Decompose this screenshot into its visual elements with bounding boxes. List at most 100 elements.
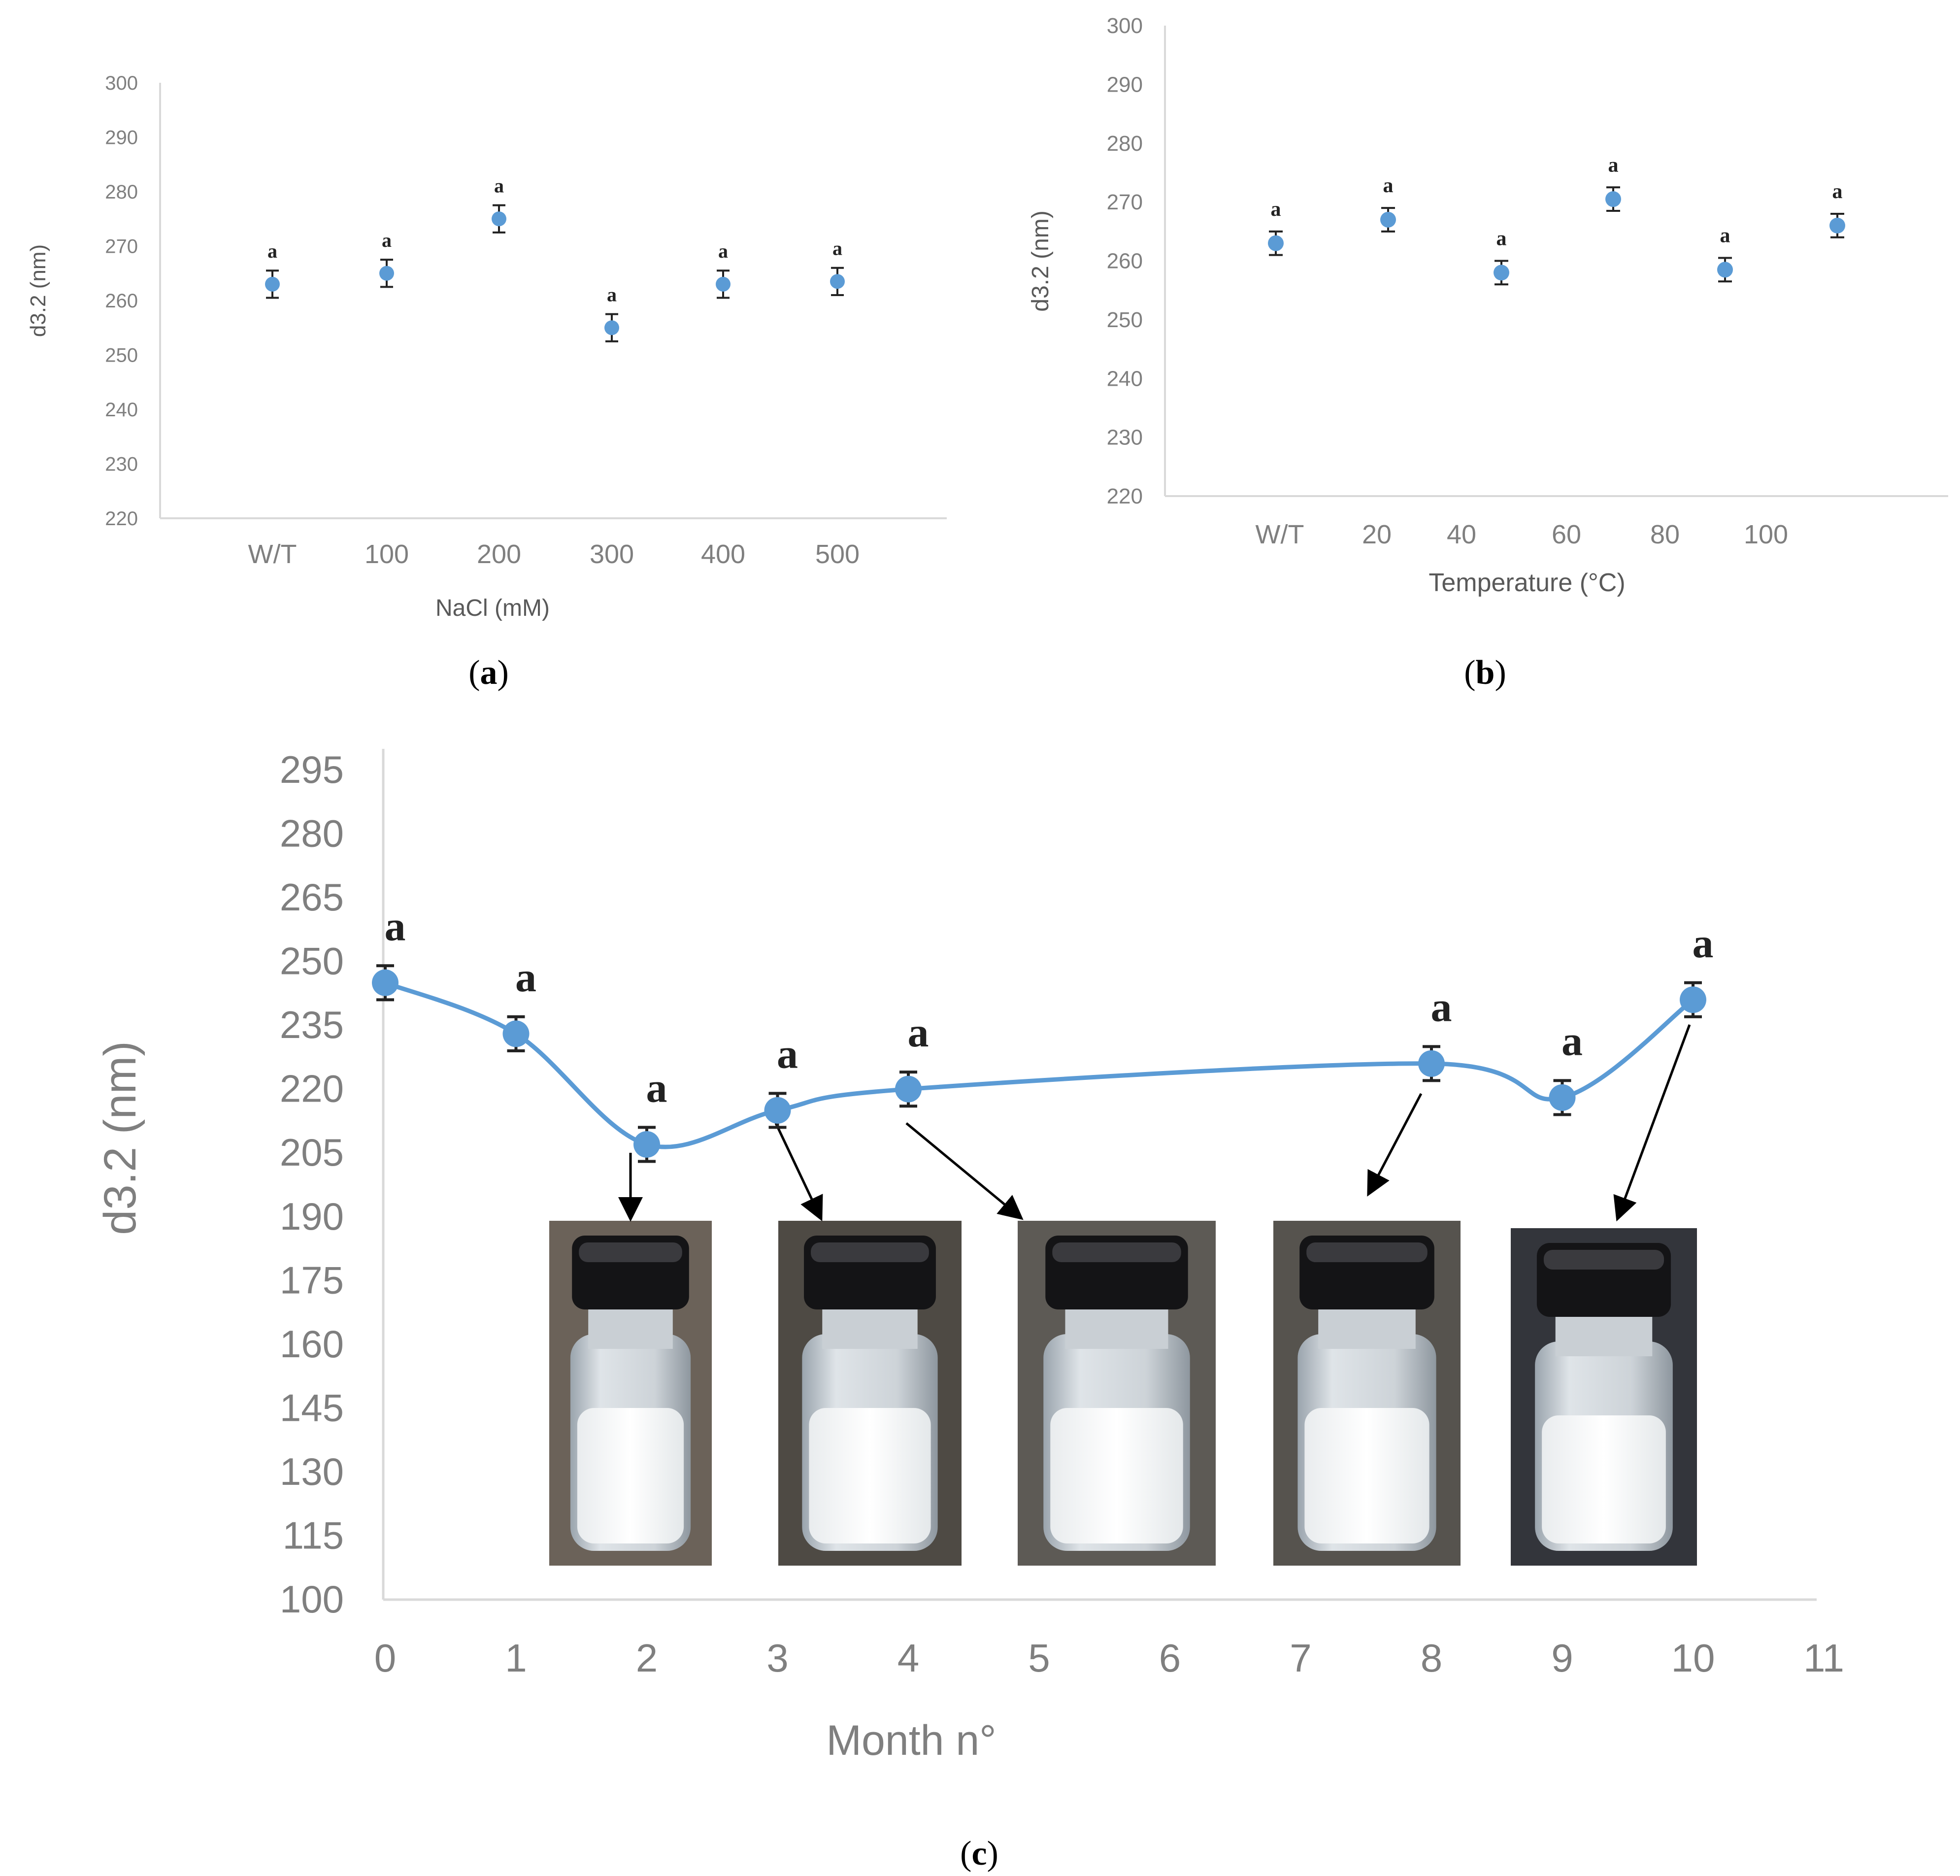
panel-c-x-tick-label: 9	[1551, 1636, 1573, 1680]
panel-b-data-point	[1268, 235, 1284, 251]
panel-c-data-point	[372, 969, 399, 996]
panel-a-points: a a a a a a	[265, 175, 845, 342]
panel-b-y-tick-label: 260	[1107, 249, 1143, 273]
photo-arrow	[905, 1122, 1024, 1220]
panel-b-data-point	[1717, 262, 1733, 278]
vial-neck	[1555, 1309, 1653, 1356]
vial-liquid	[577, 1408, 684, 1543]
panel-b-x-axis-label: Temperature (°C)	[1428, 569, 1625, 597]
panel-b-x-ticks: W/T 20 40 60 80 100	[1256, 520, 1789, 549]
panel-c-x-tick-label: 2	[636, 1636, 658, 1680]
panel-c-data-point	[1680, 986, 1706, 1013]
panel-c-x-tick-label: 0	[374, 1636, 397, 1680]
photo-arrow	[774, 1122, 823, 1222]
panel-c-x-tick-label: 7	[1290, 1636, 1312, 1680]
panel-c-significance-letter: a	[1693, 919, 1714, 967]
panel-c-x-tick-label: 11	[1803, 1636, 1844, 1680]
panel-a-significance-letter: a	[494, 175, 504, 197]
vial-photo-icon	[1018, 1221, 1216, 1566]
vial-cap-highlight	[579, 1242, 682, 1262]
vial-liquid	[1542, 1415, 1666, 1543]
panel-c-data-point	[764, 1097, 791, 1124]
panel-c-y-ticks: 100 115 130 145 160 175 190 205 220 235 250 265 280 2…	[280, 748, 344, 1621]
vial-cap-highlight	[1306, 1242, 1428, 1262]
panel-a-data-point	[604, 320, 619, 335]
panel-b-axes	[1164, 26, 1948, 497]
panel-a-y-tick-label: 250	[105, 345, 138, 367]
panel-c-data-point	[633, 1131, 660, 1158]
panel-c-x-tick-label: 5	[1028, 1636, 1050, 1680]
panel-c-data-point	[502, 1020, 530, 1047]
vial-cap-highlight	[1543, 1250, 1664, 1270]
panel-b-significance-letter: a	[1832, 180, 1843, 203]
panel-c-y-tick-label: 235	[280, 1003, 344, 1046]
panel-b-points: a a a a a a	[1268, 154, 1845, 286]
panel-a-y-tick-label: 240	[105, 399, 138, 421]
panel-c-significance-letter: a	[1431, 983, 1452, 1030]
panel-c-x-tick-label: 3	[766, 1636, 789, 1680]
panel-b-y-tick-label: 250	[1107, 308, 1143, 332]
panel-a-data-point	[716, 276, 731, 292]
panel-b-x-tick-label: 60	[1552, 520, 1581, 549]
panel-b-chart: 220 230 240 250 260 270 280 290 300 W/T 20 40 60 80 1…	[1028, 14, 1948, 597]
panel-b-y-tick-label: 300	[1107, 14, 1143, 38]
panel-c-points: a a a a a a a a	[372, 902, 1714, 1163]
panel-c-y-tick-label: 130	[280, 1450, 344, 1493]
panel-c-significance-letter: a	[1561, 1017, 1583, 1064]
panel-a-y-axis-label: d3.2 (nm)	[26, 244, 50, 337]
vial-photo-icon	[549, 1221, 712, 1566]
panel-c-axes	[382, 749, 1817, 1601]
panel-c-label: (c)	[960, 1835, 998, 1873]
panel-c-x-tick-label: 6	[1159, 1636, 1181, 1680]
panel-c-significance-letter: a	[777, 1030, 798, 1077]
panel-a-x-ticks: W/T 100 200 300 400 500	[248, 539, 860, 569]
panel-a-y-tick-label: 220	[105, 508, 138, 530]
panel-c-x-tick-label: 8	[1421, 1636, 1443, 1680]
panel-a-y-tick-label: 280	[105, 181, 138, 203]
panel-c-significance-letter: a	[515, 953, 536, 1001]
panel-a-chart: 220 230 240 250 260 270 280 290 300 W/T 100 200 300…	[26, 72, 947, 621]
panel-a-x-tick-label: 100	[365, 539, 409, 569]
vial-neck	[1318, 1302, 1416, 1349]
panel-c-y-tick-label: 175	[280, 1258, 344, 1302]
panel-a-y-tick-label: 230	[105, 454, 138, 475]
panel-a-y-tick-label: 290	[105, 127, 138, 149]
panel-b-data-point	[1380, 211, 1396, 228]
panel-c-y-tick-label: 160	[280, 1322, 344, 1366]
panel-b-y-tick-label: 280	[1107, 132, 1143, 156]
panel-a-x-tick-label: 500	[815, 539, 860, 569]
panel-b-y-axis-label: d3.2 (nm)	[1028, 210, 1054, 311]
vial-neck	[822, 1302, 918, 1349]
panel-a-data-point	[379, 266, 394, 281]
panel-c-y-tick-label: 115	[283, 1513, 344, 1557]
panel-a-x-axis-label: NaCl (mM)	[435, 595, 550, 621]
panel-b-y-tick-label: 220	[1107, 484, 1143, 508]
panel-b-significance-letter: a	[1383, 174, 1394, 197]
panel-a-x-tick-label: 400	[701, 539, 745, 569]
panel-b-y-tick-label: 230	[1107, 426, 1143, 450]
panel-c-x-axis-label: Month n°	[826, 1717, 996, 1764]
panel-b-data-point	[1829, 217, 1845, 234]
panel-b-significance-letter: a	[1496, 228, 1507, 250]
panel-c-y-tick-label: 190	[280, 1195, 344, 1238]
panel-c-series-line	[384, 980, 1694, 1149]
panel-c-y-tick-label: 265	[280, 875, 344, 919]
panel-a-data-point	[265, 276, 280, 292]
panel-c-data-point	[1418, 1050, 1445, 1077]
panel-c-x-tick-label: 1	[505, 1636, 527, 1680]
panel-a-axes	[159, 83, 947, 519]
vial-cap-highlight	[811, 1242, 929, 1262]
panel-b-significance-letter: a	[1608, 154, 1619, 176]
panel-c-data-point	[895, 1075, 922, 1103]
vial-neck	[588, 1302, 673, 1349]
panel-c-x-tick-label: 10	[1671, 1636, 1715, 1680]
panel-c-significance-letter: a	[385, 902, 406, 949]
panel-b-y-tick-label: 270	[1107, 190, 1143, 214]
panel-c-data-point	[1549, 1084, 1576, 1111]
panel-c-vial-photos	[549, 1221, 1697, 1566]
panel-b-y-tick-label: 290	[1107, 72, 1143, 97]
panel-c-significance-letter: a	[646, 1064, 667, 1111]
panel-b-x-tick-label: W/T	[1256, 520, 1304, 549]
vial-liquid	[1304, 1408, 1429, 1543]
